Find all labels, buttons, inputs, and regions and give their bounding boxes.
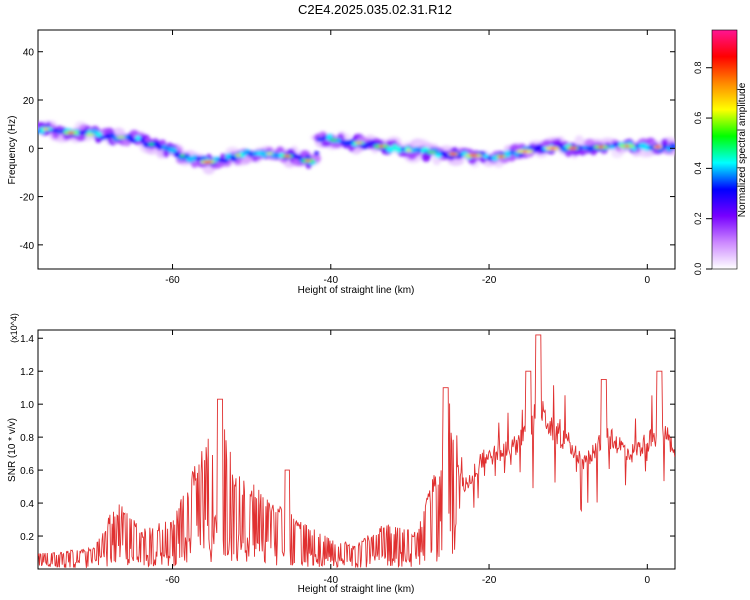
heatmap-cell	[597, 145, 605, 149]
y-tick-label: -20	[20, 193, 35, 204]
heatmap-cell	[295, 154, 303, 160]
heatmap-cell	[179, 154, 186, 157]
heatmap-cell	[43, 127, 49, 131]
colorbar-label: Normalized spectral amplitude	[737, 82, 748, 217]
heatmap-cell	[95, 132, 103, 137]
y-tick-label: 0	[28, 144, 34, 155]
colorbar-tick-label: 0.8	[693, 61, 703, 74]
y-tick-label: 20	[23, 96, 35, 107]
heatmap-cell	[75, 133, 86, 142]
x-tick-label: 0	[645, 575, 651, 586]
heatmap-cell	[522, 150, 527, 153]
x-tick-label: 0	[645, 275, 651, 286]
snr-xlabel: Height of straight line (km)	[298, 584, 415, 595]
heatmap-cell	[468, 154, 479, 157]
heatmap-cell	[426, 151, 437, 154]
x-tick-label: -60	[165, 275, 180, 286]
heatmap-cell	[135, 135, 142, 141]
heatmap-blobs	[38, 120, 675, 175]
figure-title: C2E4.2025.035.02.31.R12	[298, 2, 452, 17]
heatmap-cell	[329, 138, 338, 142]
x-tick-label: -20	[482, 275, 497, 286]
x-tick-label: -60	[165, 575, 180, 586]
heatmap-cell	[568, 146, 578, 150]
y-tick-label: -40	[20, 241, 35, 252]
heatmap-cell	[221, 158, 229, 164]
y-tick-label: 1.0	[20, 400, 34, 411]
y-tick-label: 1.4	[20, 334, 34, 345]
snr-series-line	[38, 334, 675, 569]
x-tick-label: -40	[324, 275, 339, 286]
y-tick-label: 40	[23, 48, 35, 59]
heatmap-cell	[305, 159, 312, 162]
snr-panel: -60 -40 -20 00.20.40.60.81.01.21.4 (x10^4) …	[7, 313, 676, 595]
spectrogram-ylabel: Frequency (Hz)	[7, 116, 18, 185]
heatmap-cell	[236, 154, 241, 157]
heatmap-cell	[265, 152, 274, 155]
snr-frame	[37, 329, 676, 570]
colorbar-gradient	[711, 29, 738, 270]
heatmap-cell	[157, 144, 163, 151]
y-tick-label: 0.2	[20, 532, 34, 543]
colorbar-ticks: 0.0 0.2 0.4 0.6 0.8	[693, 61, 712, 275]
spectrogram-panel: -60 -40 -20 0 40 20 0 -20 -40 Height of straight…	[7, 29, 676, 296]
x-tick-label: -40	[324, 575, 339, 586]
snr-ticks: -60 -40 -20 0 0.2 0.4 0.6 0.8 1.0 1.2 1.4	[20, 330, 675, 586]
snr-multiplier: (x10^4)	[9, 313, 19, 343]
heatmap-cell	[655, 145, 661, 149]
spectrogram-xlabel: Height of straight line (km)	[298, 285, 415, 296]
heatmap-cell	[313, 151, 320, 156]
heatmap-cell	[449, 152, 458, 156]
heatmap-cell	[274, 152, 281, 159]
heatmap-cell	[624, 144, 630, 148]
heatmap-cell	[550, 147, 555, 150]
y-tick-label: 0.4	[20, 499, 34, 510]
colorbar-tick-label: 0.0	[693, 263, 703, 276]
heatmap-cell	[139, 137, 146, 144]
heatmap-cell	[203, 160, 213, 164]
heatmap-cell	[406, 149, 412, 152]
heatmap-cell	[504, 150, 512, 158]
heatmap-cell	[67, 131, 75, 135]
colorbar-tick-label: 0.4	[693, 162, 703, 175]
x-tick-label: -20	[482, 575, 497, 586]
colorbar: 0.0 0.2 0.4 0.6 0.8 Normalized spectral ampl…	[693, 29, 748, 275]
heatmap-cell	[355, 141, 363, 145]
spectrogram-heatmap	[38, 120, 675, 175]
colorbar-tick-label: 0.6	[693, 112, 703, 125]
spectrogram-ticks: -60 -40 -20 0 40 20 0 -20 -40	[20, 30, 675, 286]
y-tick-label: 0.8	[20, 433, 34, 444]
heatmap-cell	[378, 145, 384, 148]
y-tick-label: 1.2	[20, 367, 34, 378]
snr-ylabel: SNR (10 * v/v)	[7, 418, 18, 482]
colorbar-tick-label: 0.2	[693, 212, 703, 225]
heatmap-cell	[148, 143, 155, 146]
y-tick-label: 0.6	[20, 466, 34, 477]
heatmap-cell	[116, 136, 126, 139]
heatmap-cell	[85, 133, 95, 136]
heatmap-cell	[283, 154, 291, 158]
heatmap-cell	[498, 155, 504, 158]
